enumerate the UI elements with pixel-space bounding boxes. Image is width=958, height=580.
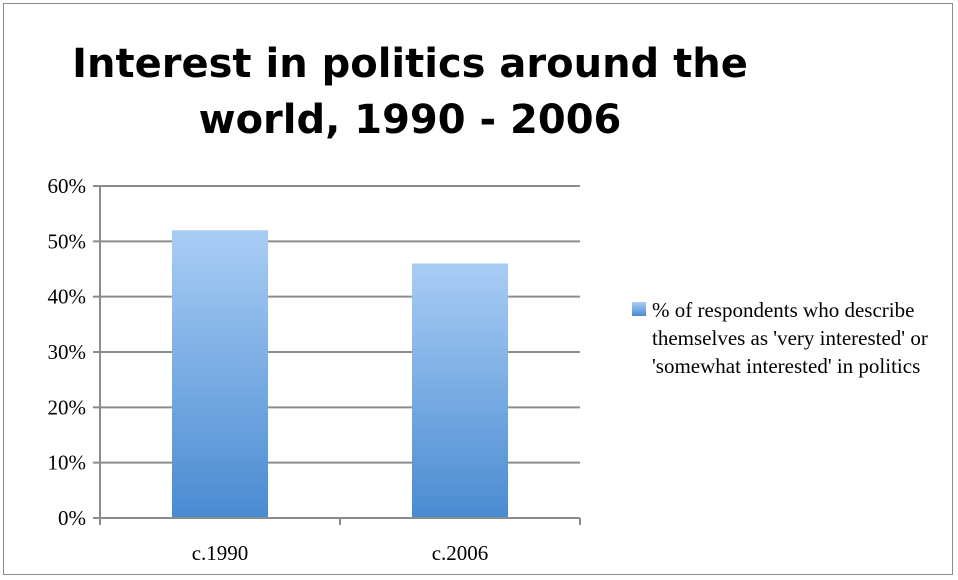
y-tick-label: 30%	[48, 340, 87, 364]
legend-swatch	[632, 302, 646, 316]
chart-title: Interest in politics around the world, 1…	[72, 41, 748, 143]
y-tick-label: 60%	[48, 174, 87, 198]
bar-c.2006	[412, 263, 508, 518]
bar-c.1990	[172, 230, 268, 518]
y-tick-label: 20%	[48, 395, 87, 419]
bars	[172, 230, 508, 518]
tick-labels: 0% 10% 20% 30% 40% 50% 60% c.1990 c.2006	[48, 174, 489, 565]
y-tick-label: 40%	[48, 285, 87, 309]
x-tick-label: c.1990	[192, 541, 249, 565]
y-tick-label: 10%	[48, 451, 87, 475]
x-tick-label: c.2006	[432, 541, 489, 565]
y-tick-label: 0%	[58, 506, 86, 530]
legend-label: % of respondents who describe themselves…	[652, 298, 928, 378]
axes	[93, 185, 581, 525]
y-tick-label: 50%	[48, 229, 87, 253]
